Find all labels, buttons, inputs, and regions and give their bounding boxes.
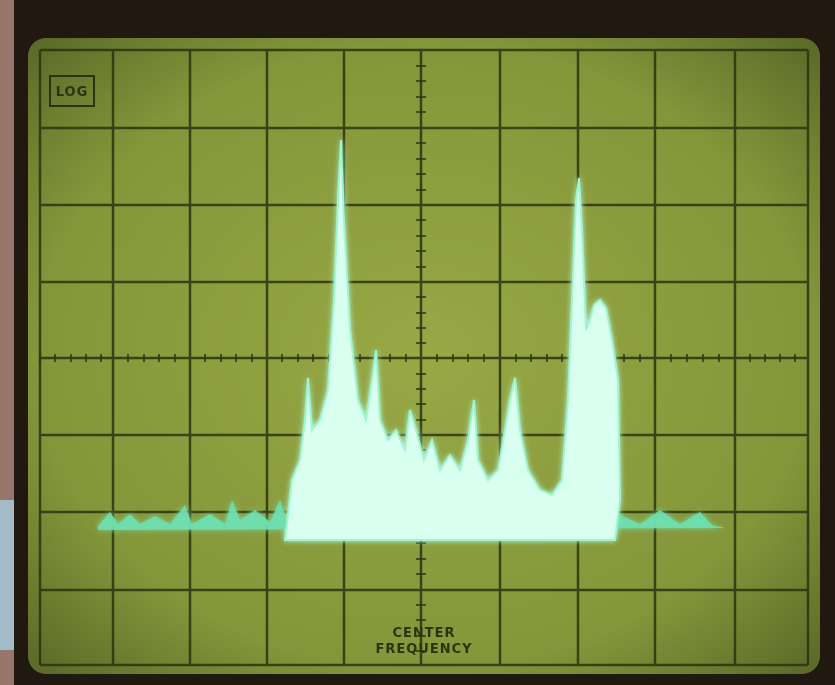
- frequency-label: FREQUENCY: [375, 642, 472, 657]
- center-label: CENTER: [392, 626, 455, 641]
- screenshot: LOG CENTER FREQUENCY: [0, 0, 835, 685]
- crt-screen: [28, 38, 820, 674]
- page: LOG CENTER FREQUENCY (() => { const data…: [0, 0, 835, 685]
- mode-label: LOG: [56, 85, 89, 100]
- edge-artifact: [0, 500, 14, 650]
